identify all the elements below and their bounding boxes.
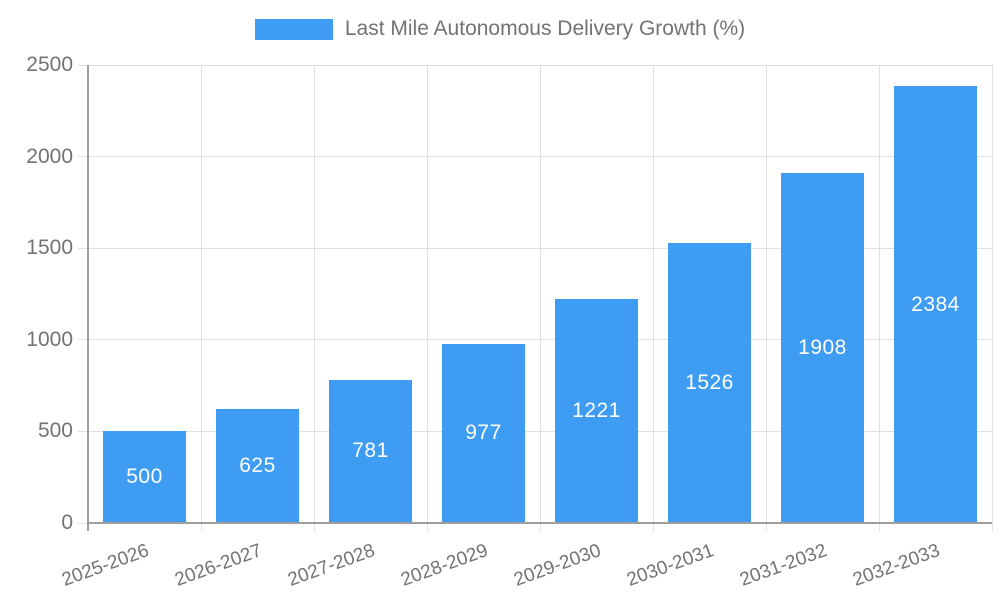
x-axis-line [87,522,992,524]
bar-value-label: 1221 [572,399,621,423]
chart-legend: Last Mile Autonomous Delivery Growth (%) [0,17,1000,41]
bar: 1908 [781,173,864,523]
y-axis-tick [78,64,88,66]
y-axis-tick-label: 1500 [26,236,73,260]
y-axis-tick [78,522,88,524]
x-axis-tick-label: 2025-2026 [58,540,152,591]
bar-value-label: 2384 [911,292,960,316]
x-axis-tick-label: 2028-2029 [397,540,491,591]
y-axis-tick-label: 0 [61,511,73,534]
x-axis-tick-label: 2032-2033 [849,540,943,591]
bar-value-label: 1526 [685,371,734,395]
bar: 781 [329,379,412,523]
x-axis-tick [313,523,315,531]
gridline-vertical [200,65,202,523]
gridline-vertical [991,65,993,523]
x-axis-tick [200,523,202,531]
gridline-vertical [426,65,428,523]
bar-value-label: 625 [239,453,276,477]
bar: 625 [216,408,299,523]
y-axis-tick-label: 2500 [26,53,73,76]
x-axis-tick-label: 2027-2028 [284,540,378,591]
gridline-vertical [878,65,880,523]
bar-value-label: 781 [352,439,389,463]
x-axis-tick [652,523,654,531]
bar: 977 [442,344,525,523]
gridline-vertical [313,65,315,523]
x-axis-tick-label: 2030-2031 [623,540,717,591]
bar: 500 [103,431,186,523]
x-axis-tick [426,523,428,531]
x-axis-tick [539,523,541,531]
gridline-vertical [539,65,541,523]
bar-value-label: 500 [126,465,163,489]
x-axis-tick-label: 2029-2030 [510,540,604,591]
gridline-vertical [765,65,767,523]
y-axis-line [87,65,89,531]
y-axis-tick [78,430,88,432]
gridline-vertical [652,65,654,523]
y-axis-tick-label: 2000 [26,144,73,168]
bar: 2384 [894,86,977,523]
y-axis-tick [78,247,88,249]
x-axis-tick-label: 2031-2032 [736,540,830,591]
x-axis-tick [991,523,993,531]
y-axis-tick [78,339,88,341]
y-axis-tick-label: 1000 [26,327,73,351]
x-axis-tick [765,523,767,531]
bar-value-label: 1908 [798,336,847,360]
y-axis-tick [78,156,88,158]
x-axis-tick-label: 2026-2027 [171,540,265,591]
bar: 1526 [668,243,751,523]
legend-label[interactable]: Last Mile Autonomous Delivery Growth (%) [344,17,746,40]
bar: 1221 [555,299,638,523]
x-axis-tick [878,523,880,531]
bar-value-label: 977 [465,421,502,445]
y-axis-tick-label: 500 [37,419,73,443]
legend-swatch[interactable] [254,18,333,40]
